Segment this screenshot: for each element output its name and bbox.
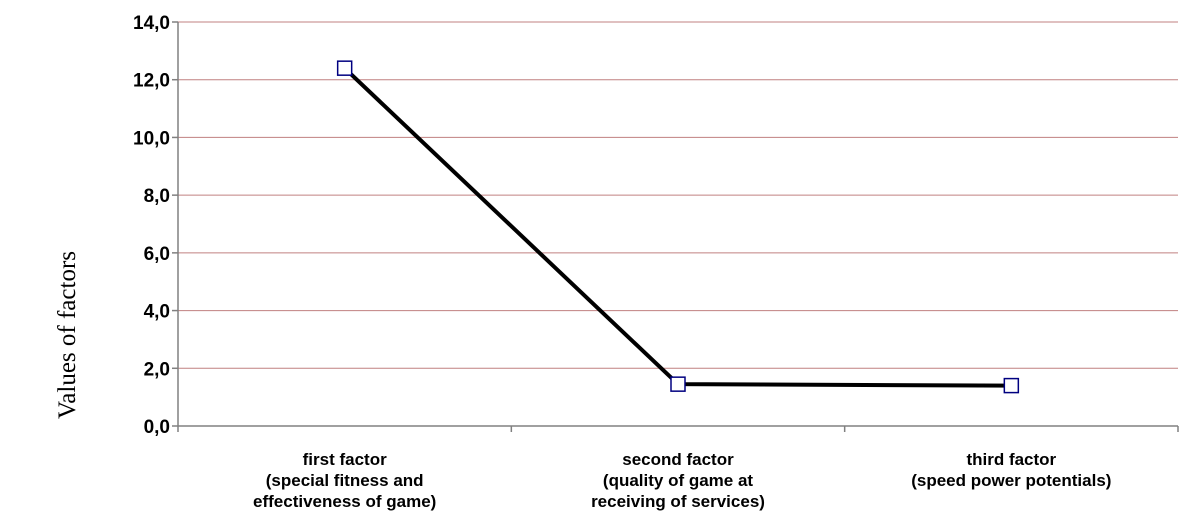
data-point-marker [1003, 377, 1020, 394]
y-tick-label: 4,0 [144, 302, 170, 323]
x-category-label: first factor (special fitness and effectiv… [253, 450, 436, 511]
y-tick-label: 8,0 [144, 186, 170, 207]
y-tick-label: 14,0 [133, 13, 170, 34]
x-category-label-line: third factor [966, 450, 1056, 469]
y-tick-label: 2,0 [144, 359, 170, 380]
x-category-label-line: second factor [622, 450, 734, 469]
x-category-label-line: effectiveness of game) [253, 492, 436, 511]
data-point-marker [670, 376, 686, 392]
axes [172, 21, 1179, 432]
data-point-marker [336, 60, 353, 76]
x-category-label-line: first factor [303, 450, 387, 469]
y-tick-label: 10,0 [133, 128, 170, 149]
y-tick-label: 12,0 [133, 71, 170, 92]
y-tick-labels: 0,0 2,0 4,0 6,0 8,0 10,0 12,0 14,0 [133, 13, 170, 438]
x-category-label-line: (special fitness and [266, 471, 424, 490]
y-tick-label: 0,0 [144, 417, 170, 438]
x-category-labels: first factor (special fitness and effectiv… [253, 450, 1111, 511]
x-category-label: second factor (quality of game at receivin… [591, 450, 765, 511]
y-tick-label: 6,0 [144, 244, 170, 265]
x-category-label-line: (speed power potentials) [911, 471, 1111, 490]
x-category-label-line: (quality of game at [603, 471, 754, 490]
x-category-label: third factor (speed power potentials) [911, 450, 1111, 490]
series-line [343, 66, 1012, 388]
y-axis-title: Values of factors [54, 251, 81, 419]
x-category-label-line: receiving of services) [591, 492, 765, 511]
grid-lines [178, 21, 1178, 369]
series [336, 60, 1020, 394]
